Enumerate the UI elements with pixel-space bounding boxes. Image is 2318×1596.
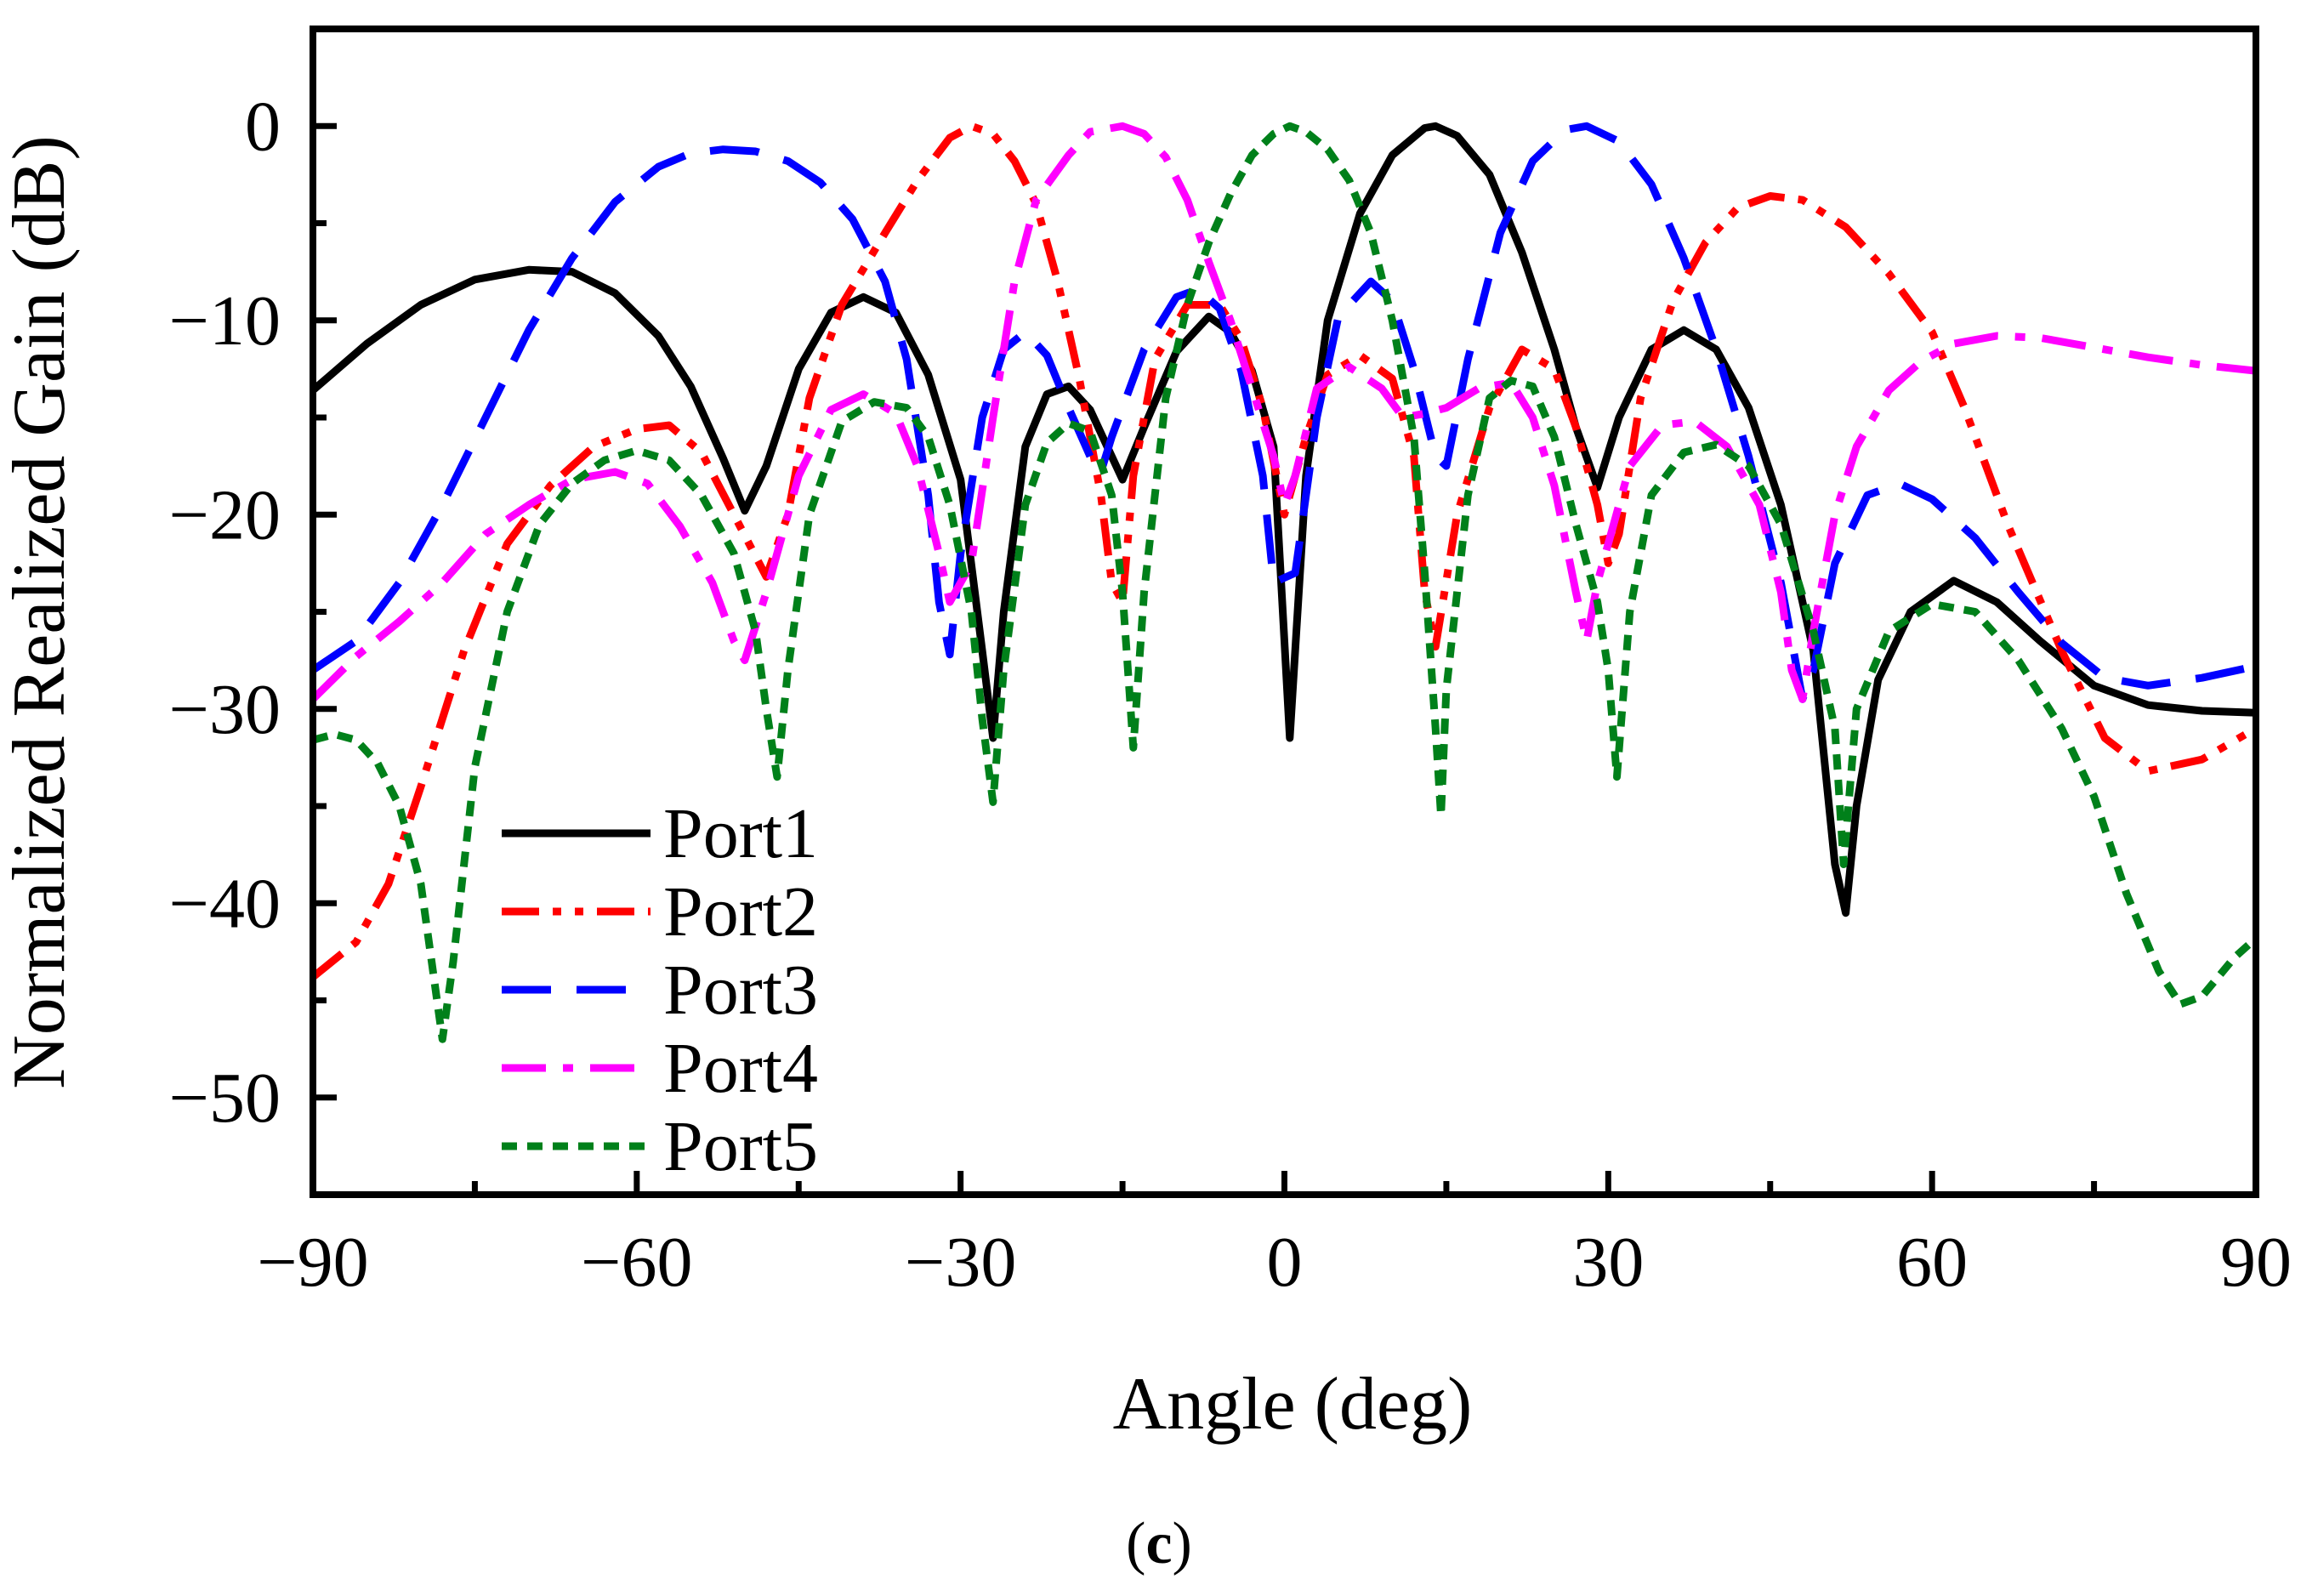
y-tick-labels: 0 −10 −20 −30 −40 −50 <box>169 87 281 1138</box>
legend-label-port2: Port2 <box>663 872 818 951</box>
y-axis-title: Normalized Realized Gain (dB) <box>0 135 81 1089</box>
x-tick-label: −30 <box>905 1223 1016 1302</box>
figure-caption: (c) <box>1126 1511 1192 1576</box>
legend-label-port4: Port4 <box>663 1029 818 1108</box>
caption-open: ( <box>1126 1511 1145 1576</box>
series-layer <box>313 122 2256 1043</box>
legend-label-port3: Port3 <box>663 951 818 1030</box>
legend-label-port5: Port5 <box>663 1107 818 1186</box>
legend-label-port1: Port1 <box>663 794 818 873</box>
series-line-port1 <box>313 122 2256 917</box>
y-tick-label: −10 <box>169 281 281 361</box>
x-axis-title: Angle (deg) <box>1113 1363 1473 1445</box>
x-tick-label: −60 <box>581 1223 692 1302</box>
x-tick-label: −90 <box>257 1223 368 1302</box>
x-tick-labels: −90 −60 −30 0 30 60 90 <box>257 1223 2292 1302</box>
x-tick-label: 0 <box>1267 1223 1303 1302</box>
y-tick-label: −40 <box>169 864 281 943</box>
x-tick-label: 90 <box>2220 1223 2292 1302</box>
y-tick-label: −20 <box>169 475 281 554</box>
series-line-port5 <box>313 122 2256 1043</box>
series-line-port2 <box>313 122 2256 980</box>
y-tick-label: −30 <box>169 670 281 749</box>
caption-letter: c <box>1145 1511 1172 1576</box>
caption-close: ) <box>1173 1511 1192 1576</box>
x-tick-label: 30 <box>1572 1223 1644 1302</box>
x-tick-label: 60 <box>1896 1223 1968 1302</box>
tick-marks <box>310 26 2259 1198</box>
y-tick-label: −50 <box>169 1059 281 1138</box>
y-tick-label: 0 <box>245 87 281 166</box>
